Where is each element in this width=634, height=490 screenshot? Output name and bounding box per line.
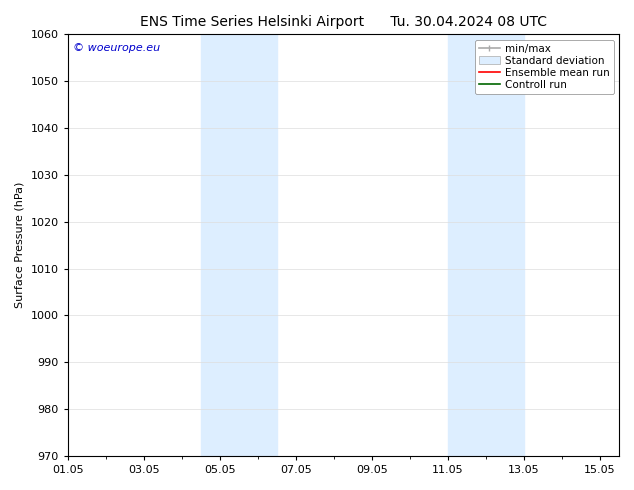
Bar	[201, 34, 277, 456]
Legend: min/max, Standard deviation, Ensemble mean run, Controll run: min/max, Standard deviation, Ensemble me…	[475, 40, 614, 94]
Bar	[448, 34, 524, 456]
Text: © woeurope.eu: © woeurope.eu	[73, 43, 160, 53]
Title: ENS Time Series Helsinki Airport      Tu. 30.04.2024 08 UTC: ENS Time Series Helsinki Airport Tu. 30.…	[140, 15, 547, 29]
Y-axis label: Surface Pressure (hPa): Surface Pressure (hPa)	[15, 182, 25, 308]
